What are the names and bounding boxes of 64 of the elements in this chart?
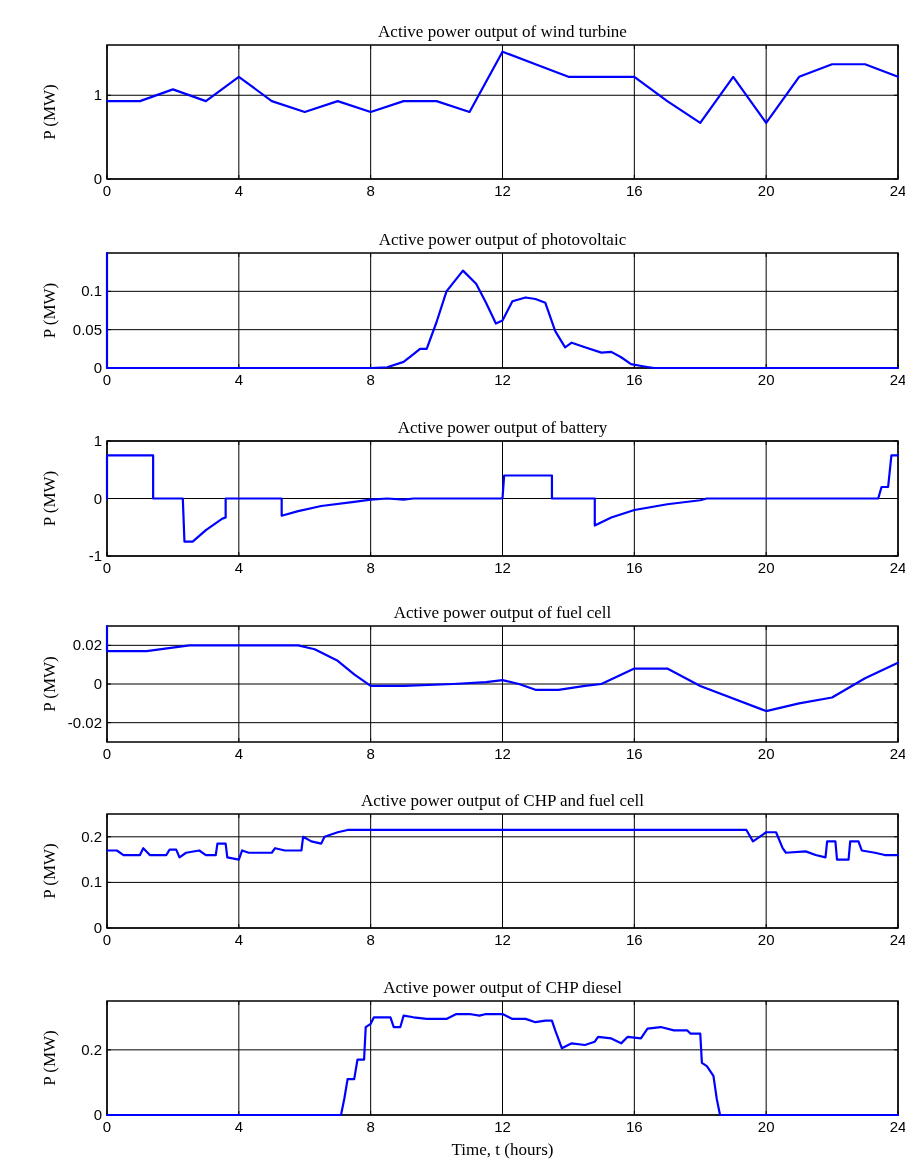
y-tick-label: 1 <box>93 432 102 449</box>
y-axis-title: P (MW) <box>40 656 59 712</box>
x-tick-label: 4 <box>234 371 244 388</box>
x-tick-label: 4 <box>234 745 244 762</box>
chart-title: Active power output of photovoltaic <box>378 230 627 249</box>
y-tick-label: 1 <box>93 86 102 104</box>
x-tick-label: 8 <box>366 745 375 762</box>
x-tick-label: 12 <box>494 745 511 762</box>
y-tick-label: 0 <box>93 919 102 936</box>
x-tick-label: 12 <box>494 559 511 576</box>
x-tick-label: 8 <box>366 182 375 199</box>
x-tick-label: 20 <box>757 931 775 948</box>
x-tick-label: 8 <box>366 1118 375 1135</box>
chart-title: Active power output of CHP diesel <box>383 978 623 997</box>
y-tick-label: 0 <box>93 489 102 507</box>
y-axis-title: P (MW) <box>40 282 59 339</box>
y-tick-label: 0.1 <box>81 873 102 891</box>
line-series <box>105 251 900 370</box>
y-axis-title: P (MW) <box>40 84 59 140</box>
x-tick-label: 16 <box>625 182 643 199</box>
y-tick-label: 0.1 <box>81 282 102 300</box>
x-tick-label: 16 <box>625 745 643 762</box>
y-tick-label: 0 <box>93 170 102 187</box>
x-axis-title: Time, t (hours) <box>451 1140 554 1159</box>
line-series <box>105 828 900 861</box>
line-series <box>105 50 900 124</box>
x-tick-label: 20 <box>757 559 775 576</box>
y-tick-label: 0.02 <box>72 636 102 654</box>
y-tick-label: 0.05 <box>72 320 102 338</box>
y-axis-title: P (MW) <box>40 1030 59 1086</box>
x-tick-label: 12 <box>494 371 511 388</box>
chart-title: Active power output of wind turbine <box>378 22 627 41</box>
x-tick-label: 8 <box>366 371 375 388</box>
x-tick-label: 4 <box>234 931 244 948</box>
x-tick-label: 8 <box>366 931 375 948</box>
x-tick-label: 4 <box>234 182 244 199</box>
x-tick-label: 12 <box>494 182 511 199</box>
x-tick-label: 12 <box>494 931 511 948</box>
line-series <box>105 624 900 713</box>
y-tick-label: -1 <box>88 547 102 564</box>
y-tick-label: 0.2 <box>81 1040 102 1058</box>
y-tick-label: 0 <box>93 1106 102 1123</box>
x-tick-label: 8 <box>366 559 375 576</box>
x-tick-label: 4 <box>234 559 244 576</box>
y-tick-label: 0.2 <box>81 827 102 845</box>
line-series <box>105 454 900 543</box>
x-tick-label: 16 <box>625 559 643 576</box>
chart-title: Active power output of battery <box>397 418 608 437</box>
x-tick-label: 20 <box>757 371 775 388</box>
y-tick-label: 0 <box>93 359 102 376</box>
x-tick-label: 20 <box>757 745 775 762</box>
x-tick-label: 4 <box>234 1118 244 1135</box>
chart-title: Active power output of CHP and fuel cell <box>360 791 645 810</box>
x-tick-label: 16 <box>625 1118 643 1135</box>
y-tick-label: -0.02 <box>67 713 102 731</box>
x-tick-label: 12 <box>494 1118 511 1135</box>
x-tick-label: 16 <box>625 371 643 388</box>
chart-title: Active power output of fuel cell <box>393 603 612 622</box>
y-tick-label: 0 <box>93 675 102 692</box>
y-axis-title: P (MW) <box>40 843 59 899</box>
y-axis-title: P (MW) <box>40 470 59 527</box>
x-tick-label: 20 <box>757 1118 775 1135</box>
x-tick-label: 16 <box>625 931 643 948</box>
x-tick-label: 20 <box>757 182 775 199</box>
